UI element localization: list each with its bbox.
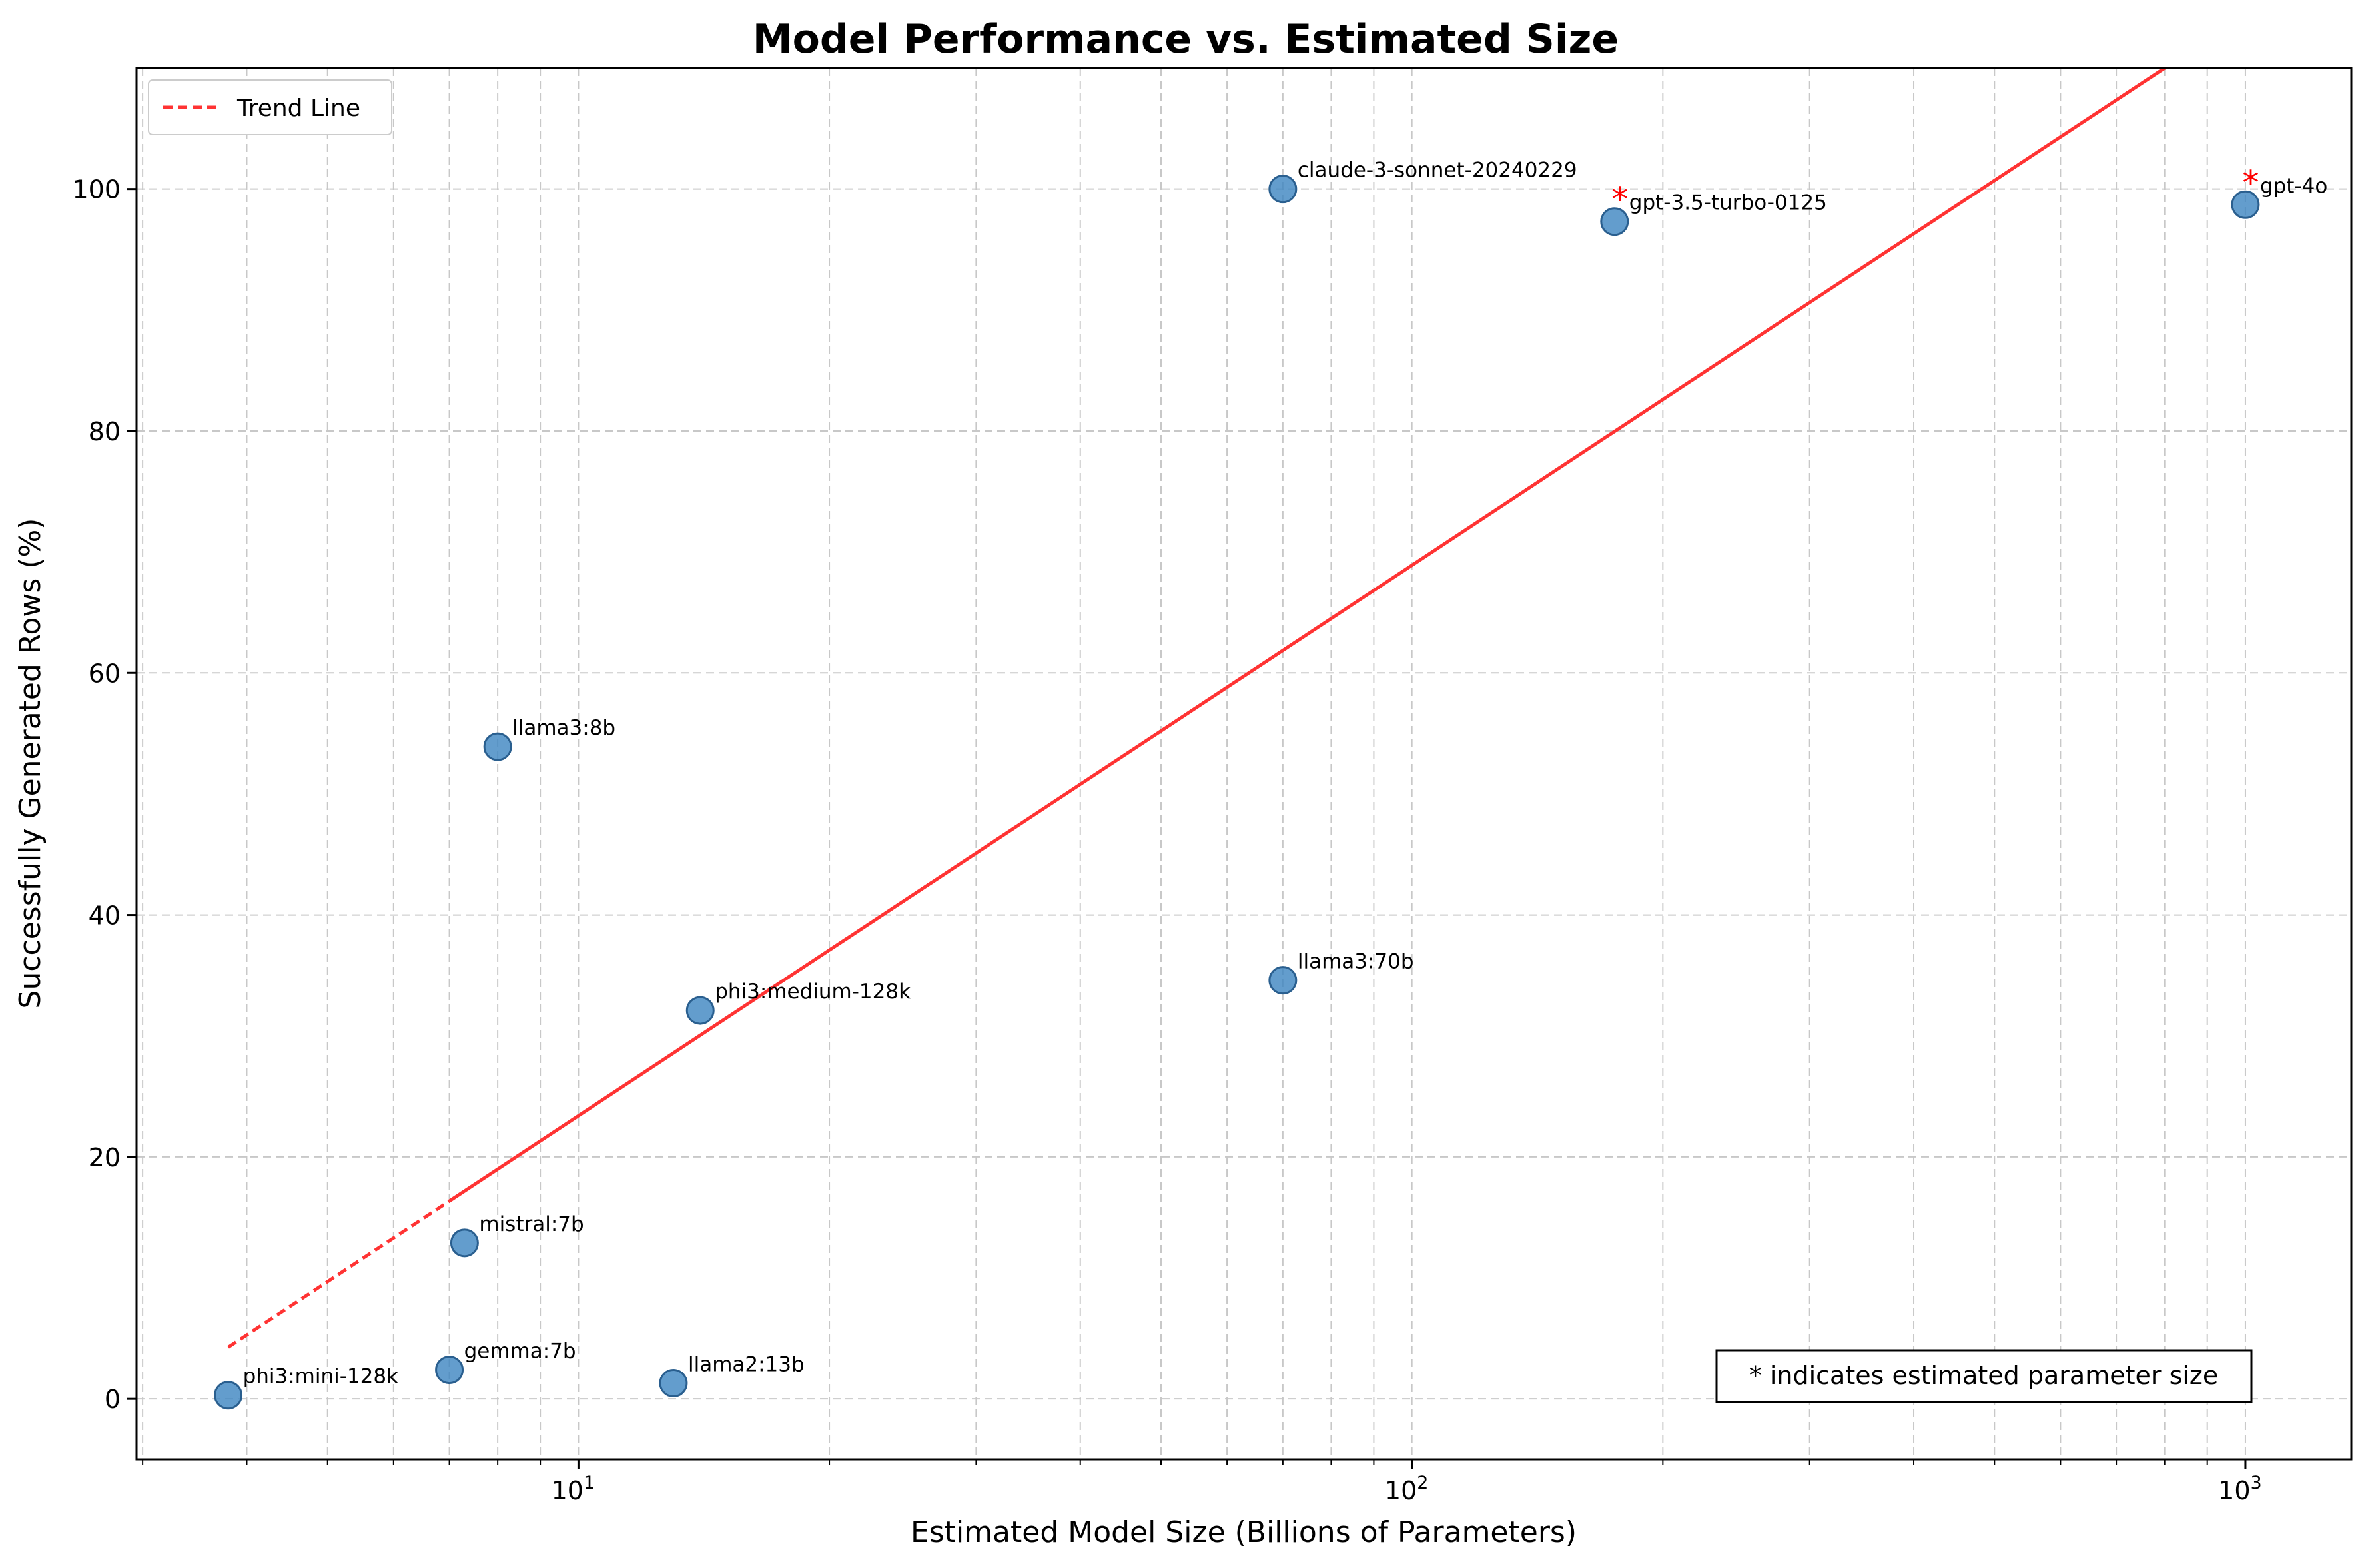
x-tick-label: 102: [1385, 1473, 1429, 1505]
data-point-label: gpt-3.5-turbo-0125: [1629, 191, 1827, 215]
legend-box: [148, 79, 392, 135]
data-point-label: gpt-4o: [2260, 174, 2327, 198]
data-point: [659, 1369, 688, 1398]
legend-trend-line-label: Trend Line: [236, 95, 360, 122]
estimate-note-text: * indicates estimated parameter size: [1749, 1361, 2219, 1390]
legend: Trend Line: [148, 79, 392, 135]
data-point: [685, 996, 715, 1025]
data-point-label: gemma:7b: [464, 1340, 576, 1364]
data-point: [214, 1381, 243, 1410]
x-tick-label: 103: [2218, 1473, 2262, 1505]
plot-frame: [135, 67, 2353, 1461]
data-point: [435, 1356, 464, 1385]
data-point: [450, 1228, 479, 1258]
y-tick-label: 40: [89, 901, 121, 931]
x-tick-label: 101: [552, 1473, 595, 1505]
estimate-note: * indicates estimated parameter size: [1715, 1349, 2253, 1403]
data-point-label: llama2:13b: [688, 1353, 805, 1377]
trend-line-dashed-segment: [227, 1200, 450, 1349]
y-tick-label: 60: [89, 659, 121, 688]
trend-line-solid-segment: [448, 66, 2166, 1203]
estimate-note-box: [1715, 1349, 2253, 1403]
axis-ticks: 0 20 40 60 80 100 101 102 103: [72, 175, 2261, 1505]
y-axis-label: Successfully Generated Rows (%): [13, 518, 47, 1009]
y-tick-label: 100: [72, 175, 121, 204]
data-point-label: claude-3-sonnet-20240229: [1298, 159, 1577, 183]
data-point-label: phi3:medium-128k: [715, 980, 911, 1004]
data-point: [483, 732, 512, 761]
x-axis-label: Estimated Model Size (Billions of Parame…: [911, 1515, 1577, 1549]
data-point-label: llama3:8b: [512, 716, 615, 740]
grid: [137, 68, 2351, 1459]
data-point: [2231, 190, 2260, 219]
point-labels: phi3:mini-128k gemma:7b mistral:7b llama3:8…: [243, 159, 2328, 1389]
data-point-label: phi3:mini-128k: [243, 1365, 399, 1389]
estimate-star-marker: *: [2242, 163, 2259, 202]
chart-title: Model Performance vs. Estimated Size: [753, 16, 1619, 63]
y-tick-label: 80: [89, 417, 121, 446]
data-point-label: mistral:7b: [479, 1212, 584, 1236]
data-point: [1600, 207, 1629, 236]
trend-line-group: [227, 66, 2166, 1349]
y-tick-label: 0: [105, 1385, 121, 1414]
data-point-label: llama3:70b: [1298, 950, 1414, 974]
estimate-star-marker: *: [1611, 181, 1628, 219]
data-points: [214, 175, 2260, 1410]
data-point: [1268, 966, 1298, 995]
y-tick-label: 20: [89, 1143, 121, 1172]
data-point: [1268, 175, 1298, 204]
